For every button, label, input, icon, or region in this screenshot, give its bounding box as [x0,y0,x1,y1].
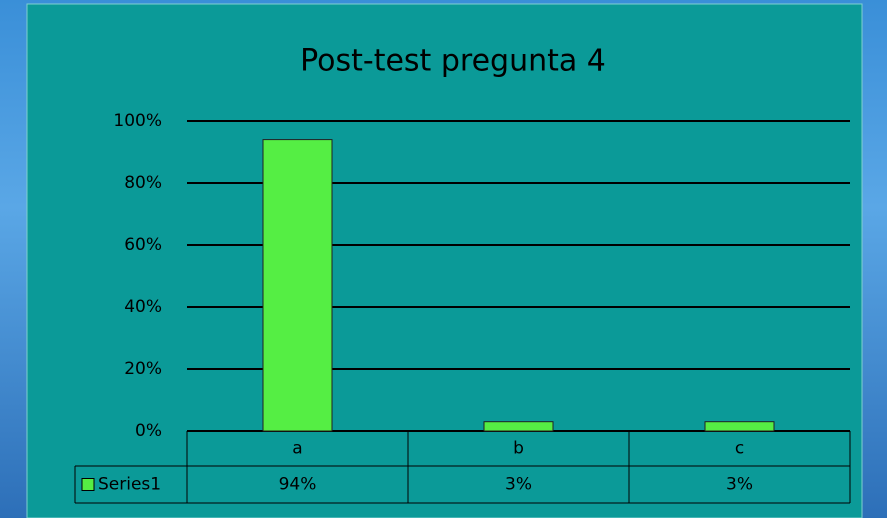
x-tick-label: a [292,439,302,459]
x-tick-label: c [735,439,744,459]
y-tick-label: 100% [113,111,162,131]
data-label: 3% [726,475,753,495]
bar [262,139,333,432]
chart-panel [26,3,863,518]
legend-key [81,478,95,491]
bar [704,421,775,432]
y-tick-label: 0% [135,421,162,441]
data-label: 94% [279,475,317,495]
y-tick-label: 60% [124,235,162,255]
legend-label: Series1 [98,475,161,495]
y-tick-label: 80% [124,173,162,193]
y-tick-label: 40% [124,297,162,317]
y-tick-label: 20% [124,359,162,379]
bar [483,421,554,432]
chart-title: Post-test pregunta 4 [300,44,606,79]
data-label: 3% [505,475,532,495]
x-tick-label: b [513,439,524,459]
